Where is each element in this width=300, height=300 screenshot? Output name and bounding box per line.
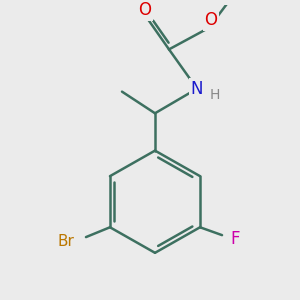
Text: F: F xyxy=(230,230,239,248)
Text: H: H xyxy=(210,88,220,102)
Text: N: N xyxy=(191,80,203,98)
Text: Br: Br xyxy=(57,233,74,248)
Text: O: O xyxy=(139,1,152,19)
Text: O: O xyxy=(205,11,218,29)
